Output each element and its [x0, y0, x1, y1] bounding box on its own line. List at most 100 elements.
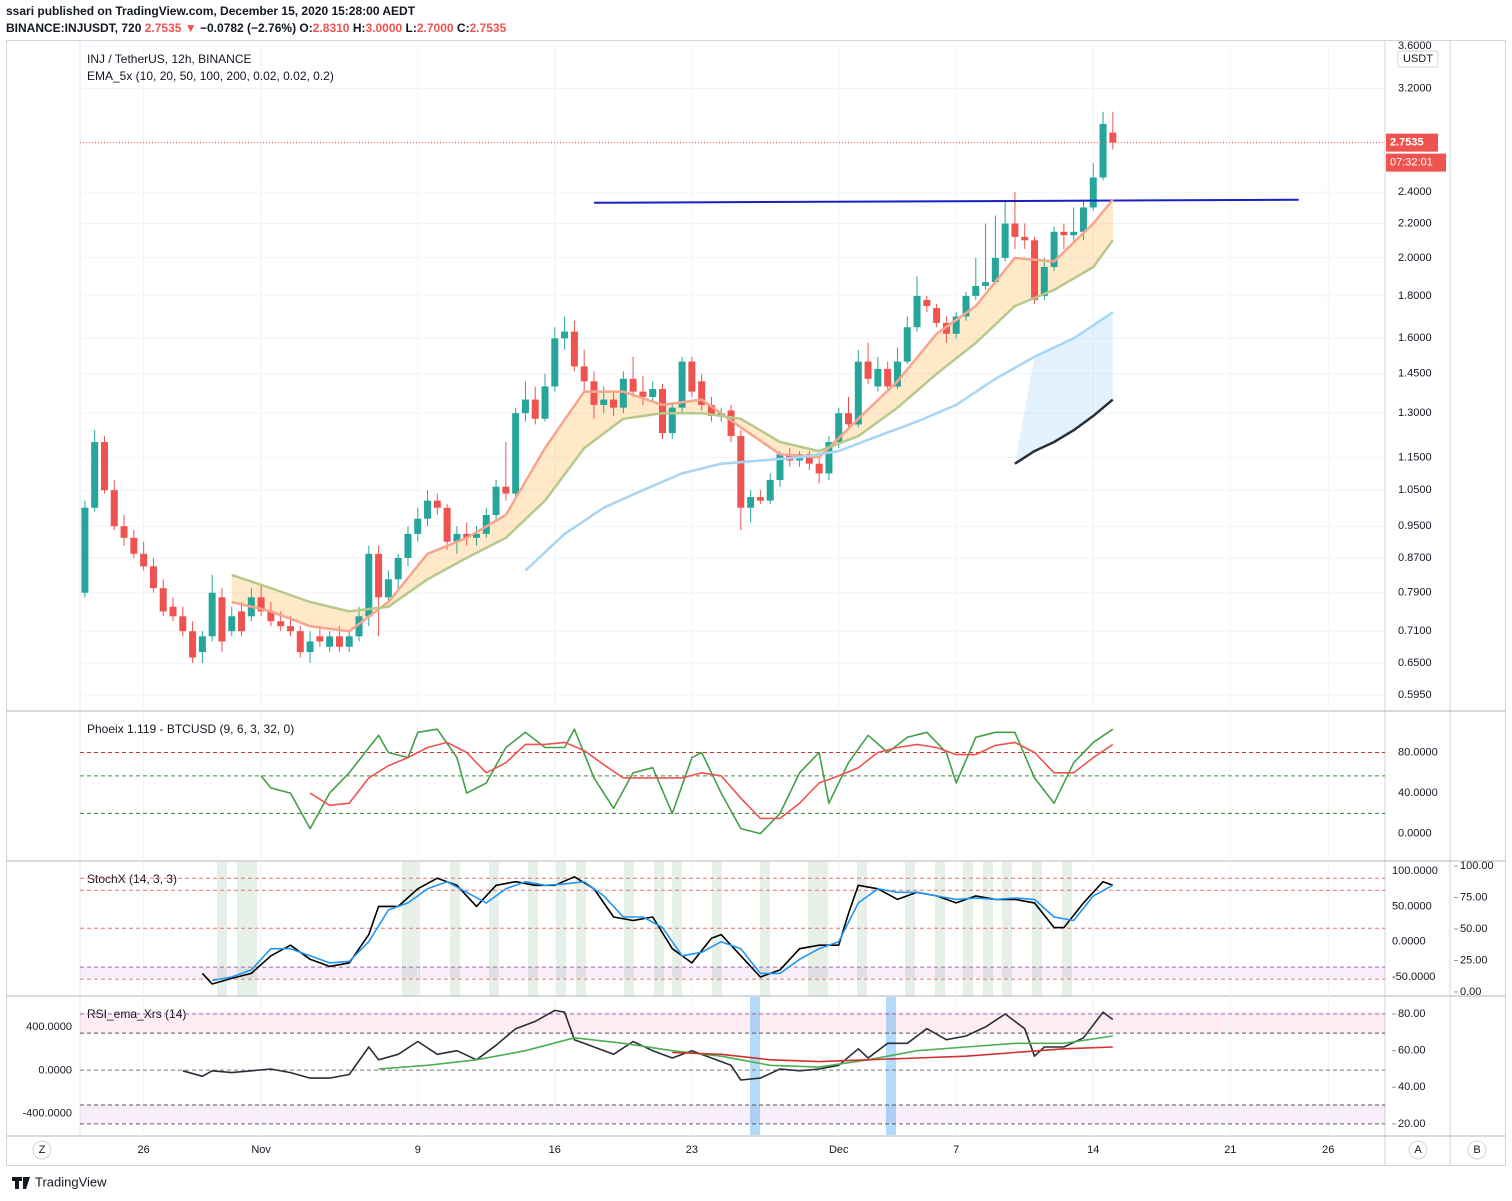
publisher-line: ssari published on TradingView.com, Dece…: [6, 4, 416, 18]
candle-body: [472, 533, 480, 538]
candle-body: [453, 533, 461, 542]
zoom-button[interactable]: [32, 1140, 52, 1160]
candle-body: [414, 518, 422, 534]
chart-subtitle: EMA_5x (10, 20, 50, 100, 200, 0.02, 0.02…: [87, 69, 334, 83]
series-line: [182, 1009, 1114, 1081]
candle-body: [384, 579, 392, 598]
ohlc-value: 2.7535: [470, 21, 507, 35]
brand-name: TradingView: [35, 1174, 107, 1189]
auto-button[interactable]: [1408, 1140, 1428, 1160]
y-tick-label: 1.0500: [1398, 484, 1432, 496]
y2-tick-label: 40.00: [1398, 1081, 1426, 1093]
candle-body: [776, 454, 784, 480]
candle-body: [1011, 223, 1019, 237]
candle-body: [218, 597, 226, 642]
candle-body: [492, 486, 500, 516]
y-tick-label: 1.1500: [1398, 451, 1432, 463]
y-tick-label: 1.3000: [1398, 407, 1432, 419]
candle-body: [766, 479, 774, 501]
candle-body: [149, 566, 157, 589]
y2-tick-label: 60.00: [1398, 1045, 1426, 1057]
brand-logo: [12, 1177, 30, 1189]
last-price-label: 2.7535: [1390, 137, 1424, 149]
candle-body: [355, 616, 363, 637]
candle-body: [649, 389, 657, 397]
last-price-box: [1386, 133, 1438, 152]
change: −0.0782 (−2.76%): [200, 21, 296, 35]
candle-body: [1040, 267, 1048, 296]
ohlc-key: H:: [353, 21, 366, 35]
candle-body: [306, 641, 314, 653]
ohlc-key: O:: [299, 21, 312, 35]
chart-frame: [6, 40, 1506, 1166]
candle-body: [130, 537, 138, 554]
x-tick-label: 7: [953, 1144, 959, 1156]
candle-body: [874, 368, 882, 387]
candle-body: [179, 616, 187, 632]
candle-body: [688, 361, 696, 392]
candle-body: [541, 386, 549, 419]
y-tick-label: 3.2000: [1398, 82, 1432, 94]
rsi-highlight: [886, 997, 896, 1135]
y-tick-label: 0.6500: [1398, 657, 1432, 669]
series-line: [524, 311, 1114, 572]
y2-tick-label: 50.00: [1460, 923, 1488, 935]
candle-body: [923, 299, 931, 307]
candle-body: [698, 381, 706, 405]
candle-body: [551, 338, 559, 387]
b-button-label[interactable]: B: [1473, 1144, 1480, 1156]
y-tick-label: 0.9500: [1398, 520, 1432, 532]
candle-body: [404, 533, 412, 558]
b-button[interactable]: [1467, 1140, 1487, 1160]
y-tick-label: 0.5950: [1398, 689, 1432, 701]
candle-body: [1109, 132, 1117, 143]
y-tick-label: 1.4500: [1398, 368, 1432, 380]
candle-body: [982, 282, 990, 286]
candle-body: [845, 413, 853, 425]
plot-layer: 26 Nov 9 16 23 Dec 7 14 21 26 INJ / TetherUS, 12h,…: [22, 40, 1493, 1156]
series-line: [378, 1035, 1113, 1070]
y-tick-label: 0.0000: [1392, 936, 1426, 948]
candle-body: [600, 399, 608, 405]
candle-body: [512, 413, 520, 494]
candle-body: [159, 588, 167, 612]
x-tick-label: Dec: [829, 1144, 849, 1156]
candle-body: [864, 361, 872, 379]
change-arrow: ▼: [185, 21, 197, 35]
candle-body: [933, 308, 941, 323]
zoom-button-label[interactable]: Z: [39, 1144, 46, 1156]
pane: INJ / TetherUS, 12h, BINANCE EMA_5x (10, …: [80, 40, 1446, 701]
y-tick-label: 2.2000: [1398, 217, 1432, 229]
candle-body: [893, 361, 901, 387]
x-tick-label: 14: [1087, 1144, 1099, 1156]
y2-tick-label: 75.00: [1460, 891, 1488, 903]
candle-body: [580, 366, 588, 382]
candle-body: [1031, 240, 1039, 300]
y-tick-label: 400.0000: [26, 1021, 72, 1033]
candle-body: [619, 378, 627, 408]
candle-body: [257, 597, 265, 612]
candle-body: [590, 381, 598, 405]
candle-body: [1001, 223, 1009, 258]
candle-body: [482, 515, 490, 534]
candle-body: [521, 399, 529, 414]
y-tick-label: 80.0000: [1398, 746, 1438, 758]
ohlc-value: 3.0000: [365, 21, 402, 35]
candle-body: [668, 407, 676, 434]
y-tick-label: 100.0000: [1392, 865, 1438, 877]
y-tick-label: 0.0000: [38, 1064, 72, 1076]
candle-body: [277, 621, 285, 627]
y-tick-label: 40.0000: [1398, 787, 1438, 799]
ohlc-key: L:: [406, 21, 417, 35]
candle-body: [120, 526, 128, 538]
candle-body: [952, 316, 960, 334]
candle-body: [737, 436, 745, 508]
pane: RSI_ema_Xrs (14)400.00000.0000-400.00008…: [22, 1007, 1425, 1130]
pane: StochX (14, 3, 3) 100.0000 50.0000 0.0000 -5…: [80, 860, 1494, 998]
y-tick-label: 2.4000: [1398, 186, 1432, 198]
candle-body: [678, 361, 686, 408]
candle-body: [835, 413, 843, 443]
auto-button-label[interactable]: A: [1414, 1144, 1422, 1156]
candle-body: [629, 378, 637, 392]
y2-tick-label: 100.00: [1460, 860, 1494, 872]
